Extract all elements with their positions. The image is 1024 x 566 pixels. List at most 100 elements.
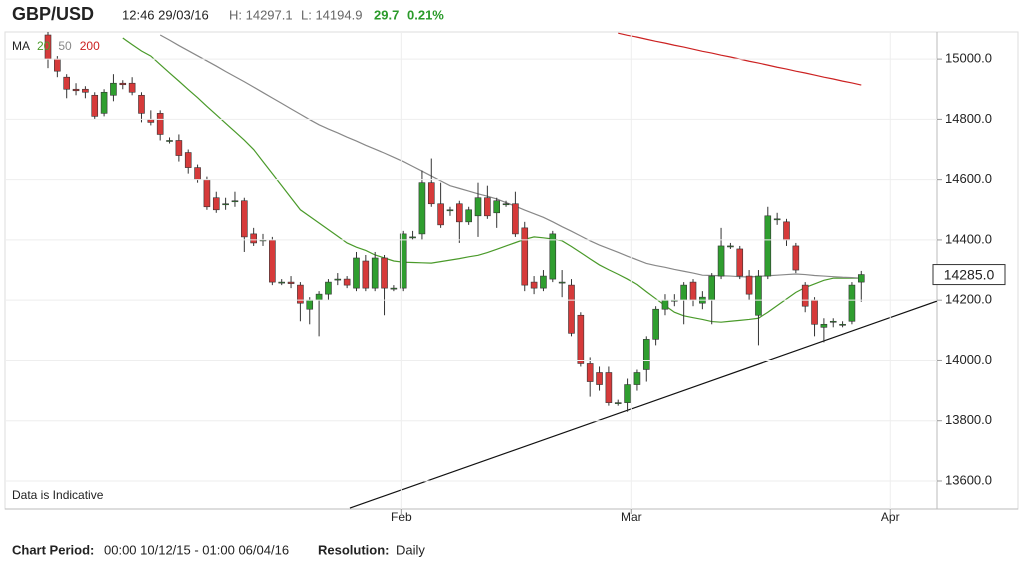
candle-body [212,197,220,211]
candle-body [839,323,846,326]
y-tick-label: 14200.0 [945,292,992,307]
candle-body [792,245,800,271]
trendline [349,300,937,509]
candle-body [269,239,276,283]
candle-body [250,233,257,244]
ma-line [122,37,862,323]
candle-body [194,167,201,180]
candle-body [736,248,744,277]
period-label: Chart Period: [12,542,94,557]
note: Data is Indicative [12,488,104,502]
legend-entry: 50 [58,39,72,53]
y-tick-label: 13600.0 [945,472,992,487]
ma-line [159,34,862,279]
candle-body [549,233,557,280]
candle-body [54,58,61,72]
candle-body [315,293,323,301]
candle-body [502,203,510,206]
candle-body [427,182,435,205]
candle-body [371,257,379,289]
resolution-label: Resolution: [318,542,390,557]
candle-body [484,197,491,217]
candle-body [63,76,70,90]
last-price-label: 14285.0 [944,266,995,282]
candle-body [456,203,463,223]
candle-body [175,140,183,156]
candle-body [241,200,248,238]
candle-body [614,402,622,404]
candle-body [465,209,472,223]
low-label: L: 14194.9 [301,7,362,22]
candle-body [764,215,772,277]
candle-body [586,363,594,382]
ma-label: MA [12,39,30,53]
resolution: Daily [396,542,425,557]
candle-body [783,221,790,241]
candle-body [138,94,145,114]
candle-body [773,218,781,221]
high-label: H: 14297.1 [229,7,293,22]
candle-body [297,284,304,304]
candle-body [652,308,659,340]
candle-body [203,179,211,208]
candle-body [558,281,566,284]
timestamp: 12:46 29/03/16 [122,7,209,22]
y-tick-label: 14400.0 [945,231,992,246]
period: 00:00 10/12/15 - 01:00 06/04/16 [104,542,289,557]
candle-body [633,372,641,385]
y-tick-label: 14000.0 [945,352,992,367]
candle-body [605,372,613,403]
candle-body [446,209,454,212]
chart-title: GBP/USD [12,4,94,24]
legend-entry: 200 [80,39,100,53]
candle-body [811,299,818,325]
candle-body [100,91,108,114]
candle-body [596,372,603,385]
candle-body [418,182,426,235]
candle-body [231,200,239,203]
candle-body [530,281,538,289]
candle-body [110,82,117,96]
candle-body [91,94,99,117]
x-tick-label: Mar [621,510,642,524]
candle-body [521,227,529,286]
x-tick-label: Apr [881,510,900,524]
candle-body [437,203,444,226]
candle-body [755,275,762,316]
candle-body [128,82,136,93]
candle-body [82,88,89,93]
candle-body [474,197,482,217]
candle-body [820,323,828,328]
candle-body [642,339,650,370]
y-tick-label: 13800.0 [945,412,992,427]
candle-body [689,281,697,301]
candle-body [680,284,687,301]
candle-body [119,82,127,86]
candle-body [568,284,575,334]
candle-body [306,299,314,310]
y-tick-label: 15000.0 [945,51,992,66]
candle-body [222,203,229,206]
candle-body [493,200,501,214]
candle-body [353,257,360,289]
change-pct: 0.21% [407,7,444,22]
candle-body [325,281,332,295]
x-tick-label: Feb [391,510,412,524]
candle-body [287,281,295,284]
plot [44,32,937,509]
candle-body [512,203,519,235]
y-tick-label: 14800.0 [945,111,992,126]
y-tick-label: 14600.0 [945,171,992,186]
candle-body [166,140,173,142]
candle-body [661,299,669,310]
candle-body [801,284,809,307]
candle-body [857,274,865,283]
candle-body [184,152,192,168]
candle-body [717,245,725,277]
candle-body [540,275,547,289]
candle-body [72,88,80,92]
plot-frame [4,31,1019,510]
candle-body [409,236,416,239]
candle-body [278,281,286,284]
